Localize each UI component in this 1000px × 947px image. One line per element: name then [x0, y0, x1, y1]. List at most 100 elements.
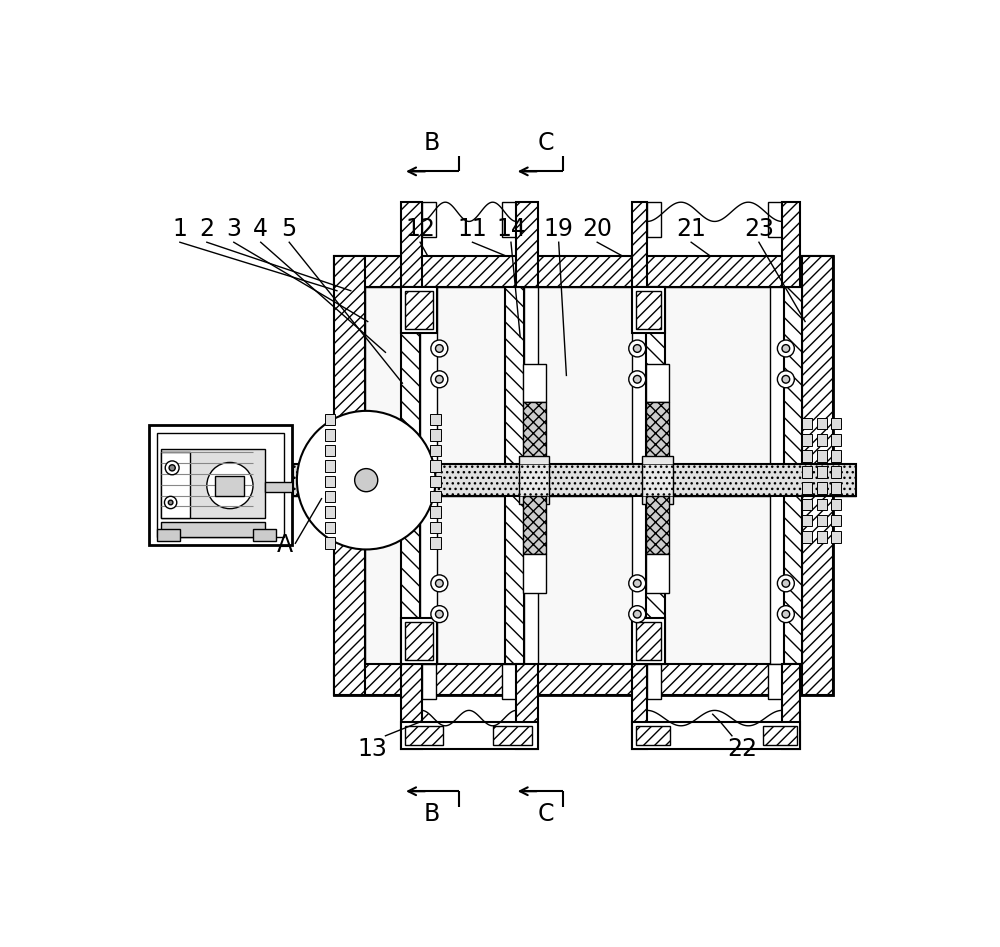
- Bar: [430, 429, 441, 441]
- Bar: [782, 664, 800, 749]
- Bar: [831, 418, 841, 429]
- Bar: [405, 725, 443, 745]
- Bar: [770, 287, 784, 664]
- Bar: [161, 453, 190, 518]
- Text: B: B: [424, 131, 440, 155]
- Bar: [817, 482, 827, 494]
- Bar: [325, 491, 335, 503]
- Bar: [647, 203, 661, 237]
- Text: C: C: [537, 802, 554, 827]
- Text: 22: 22: [727, 738, 757, 761]
- Bar: [149, 425, 292, 545]
- Bar: [161, 449, 265, 518]
- Text: 11: 11: [458, 217, 487, 241]
- Bar: [430, 491, 441, 503]
- Circle shape: [207, 462, 253, 509]
- Text: 13: 13: [357, 738, 387, 761]
- Bar: [519, 464, 549, 496]
- Circle shape: [169, 465, 175, 471]
- Bar: [632, 618, 665, 664]
- Text: C: C: [537, 131, 554, 155]
- Bar: [365, 287, 802, 664]
- Text: 21: 21: [676, 217, 706, 241]
- Bar: [802, 466, 812, 478]
- Circle shape: [633, 580, 641, 587]
- Bar: [647, 664, 661, 699]
- Circle shape: [168, 500, 173, 505]
- Bar: [632, 287, 646, 664]
- Bar: [802, 256, 833, 695]
- Circle shape: [782, 610, 790, 618]
- Circle shape: [629, 340, 646, 357]
- Bar: [401, 722, 538, 749]
- Bar: [325, 522, 335, 533]
- Bar: [817, 450, 827, 462]
- Bar: [293, 464, 856, 496]
- Circle shape: [431, 340, 448, 357]
- Bar: [636, 291, 661, 330]
- Bar: [502, 203, 516, 237]
- Bar: [817, 515, 827, 527]
- Bar: [831, 515, 841, 527]
- Bar: [802, 499, 812, 510]
- Circle shape: [633, 610, 641, 618]
- Circle shape: [436, 580, 443, 587]
- Bar: [646, 554, 669, 593]
- Bar: [831, 450, 841, 462]
- Circle shape: [777, 371, 794, 387]
- Bar: [802, 418, 812, 429]
- Bar: [768, 664, 782, 699]
- Bar: [519, 456, 549, 504]
- Bar: [157, 433, 284, 537]
- Circle shape: [633, 345, 641, 352]
- Bar: [782, 203, 800, 287]
- Bar: [523, 496, 546, 554]
- Bar: [334, 664, 833, 695]
- Bar: [430, 460, 441, 472]
- Text: 5: 5: [282, 217, 297, 241]
- Bar: [802, 515, 812, 527]
- Circle shape: [431, 575, 448, 592]
- Bar: [430, 475, 441, 487]
- Bar: [802, 434, 812, 445]
- Text: A: A: [277, 533, 293, 557]
- Circle shape: [436, 610, 443, 618]
- Bar: [632, 287, 665, 333]
- Circle shape: [436, 345, 443, 352]
- Bar: [161, 522, 265, 537]
- Circle shape: [782, 345, 790, 352]
- Bar: [265, 482, 307, 491]
- Text: 23: 23: [744, 217, 774, 241]
- Circle shape: [633, 375, 641, 384]
- Bar: [502, 664, 516, 699]
- Bar: [405, 622, 433, 660]
- Bar: [325, 445, 335, 456]
- Bar: [831, 482, 841, 494]
- Bar: [325, 537, 335, 548]
- Text: 12: 12: [405, 217, 435, 241]
- Bar: [505, 287, 524, 664]
- Text: B: B: [424, 802, 440, 827]
- Bar: [253, 529, 276, 541]
- Bar: [303, 478, 320, 494]
- Text: 19: 19: [544, 217, 574, 241]
- Bar: [768, 203, 782, 237]
- Bar: [325, 475, 335, 487]
- Bar: [632, 722, 800, 749]
- Bar: [430, 445, 441, 456]
- Bar: [430, 507, 441, 518]
- Bar: [646, 496, 669, 554]
- Bar: [293, 464, 856, 496]
- Circle shape: [164, 496, 177, 509]
- Text: 1: 1: [172, 217, 187, 241]
- Circle shape: [782, 375, 790, 384]
- Bar: [401, 287, 420, 664]
- Bar: [831, 434, 841, 445]
- Bar: [646, 287, 665, 664]
- Bar: [420, 287, 437, 664]
- Bar: [401, 618, 437, 664]
- Bar: [334, 256, 833, 695]
- Bar: [646, 364, 669, 402]
- Bar: [784, 287, 802, 664]
- Circle shape: [431, 371, 448, 387]
